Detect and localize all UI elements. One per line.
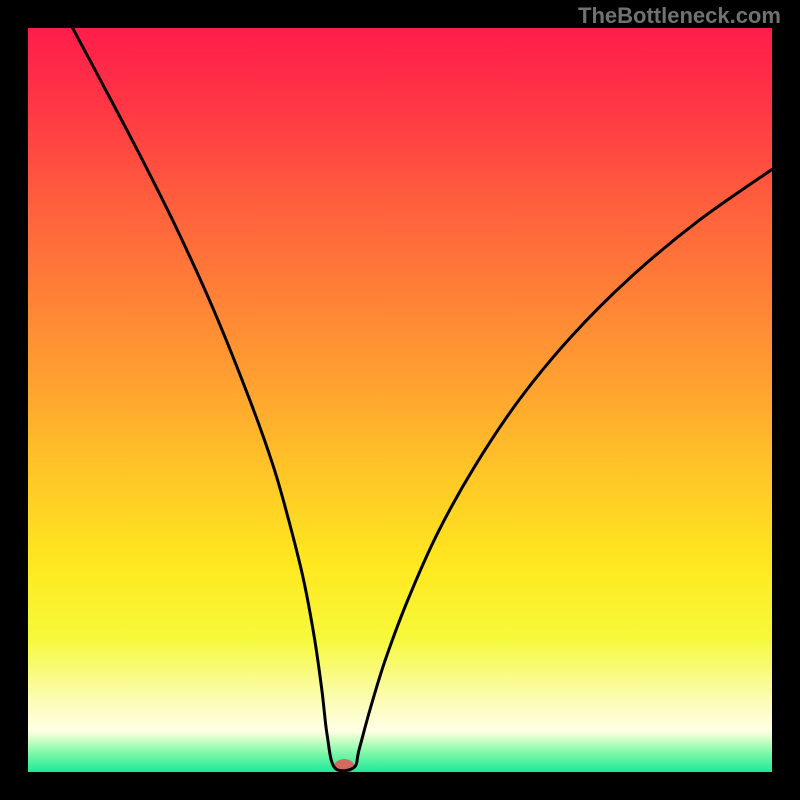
plot-area [28,28,772,772]
plot-background [28,28,772,772]
plot-svg [28,28,772,772]
chart-frame: TheBottleneck.com [0,0,800,800]
watermark-text: TheBottleneck.com [578,3,781,29]
